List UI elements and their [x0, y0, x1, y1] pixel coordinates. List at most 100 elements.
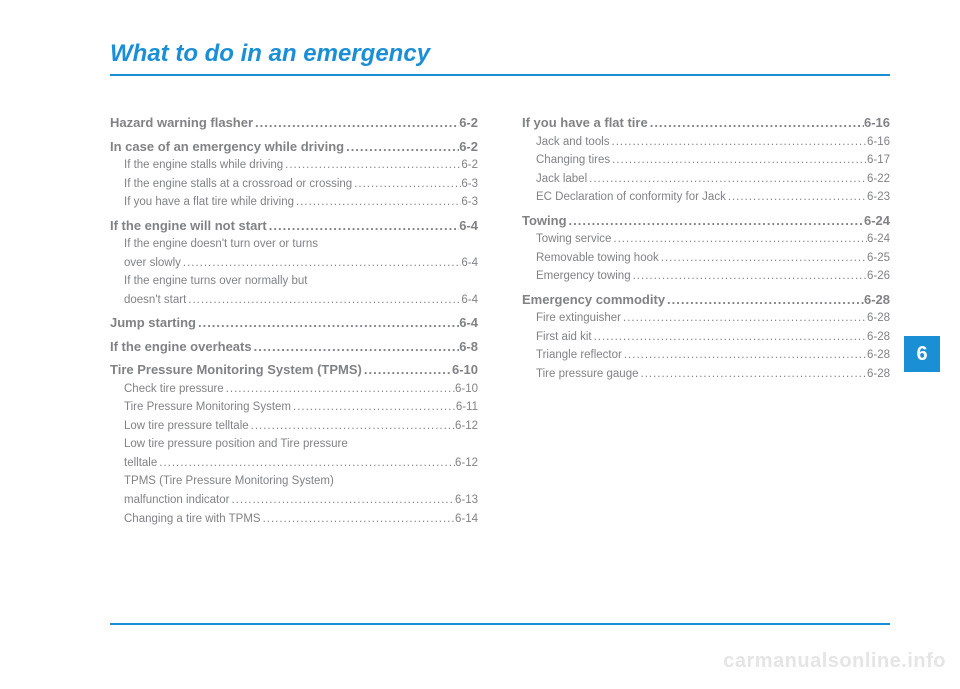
toc-leader: ........................................… — [344, 138, 459, 156]
toc-entry-sub: Changing tires .........................… — [522, 153, 890, 169]
toc-leader: ........................................… — [362, 361, 452, 379]
toc-leader: ........................................… — [249, 419, 455, 435]
toc-label: Triangle reflector — [536, 348, 622, 364]
toc-label: Emergency towing — [536, 269, 631, 285]
toc-entry-sub: Triangle reflector .....................… — [522, 348, 890, 364]
chapter-tab: 6 — [904, 336, 940, 372]
toc-entry-sub: Jack label..............................… — [522, 172, 890, 188]
toc-page: 6-22 — [867, 172, 890, 188]
toc-entry-main: If the engine will not start ...........… — [110, 217, 478, 235]
toc-page: 6-3 — [461, 195, 478, 211]
toc-entry-sub: If the engine stalls while driving .....… — [110, 158, 478, 174]
toc-entry-sub: Emergency towing .......................… — [522, 269, 890, 285]
toc-page: 6-24 — [864, 212, 890, 230]
toc-leader: ........................................… — [294, 195, 461, 211]
toc-entry-main: If you have a flat tire.................… — [522, 114, 890, 132]
toc-leader: ........................................… — [726, 190, 867, 206]
toc-leader: ........................................… — [224, 382, 455, 398]
toc-label: Tire pressure gauge — [536, 367, 639, 383]
toc-leader: ........................................… — [229, 493, 454, 509]
toc-page: 6-2 — [461, 158, 478, 174]
toc-leader: ........................................… — [253, 114, 459, 132]
toc-page: 6-3 — [461, 177, 478, 193]
toc-label: telltale — [124, 456, 157, 472]
toc-page: 6-28 — [867, 348, 890, 364]
toc-column-left: Hazard warning flasher .................… — [110, 108, 478, 527]
toc-page: 6-28 — [864, 291, 890, 309]
toc-entry-sub: Towing service .........................… — [522, 232, 890, 248]
toc-label: If the engine will not start — [110, 217, 267, 235]
toc-leader: ........................................… — [611, 232, 867, 248]
toc-leader: ........................................… — [157, 456, 455, 472]
toc-label: doesn't start — [124, 293, 186, 309]
toc-leader: ........................................… — [631, 269, 867, 285]
toc-page: 6-10 — [455, 382, 478, 398]
toc-entry-sub: Tire pressure gauge ....................… — [522, 367, 890, 383]
toc-page: 6-2 — [459, 114, 478, 132]
toc-page: 6-24 — [867, 232, 890, 248]
toc-page: 6-8 — [459, 338, 478, 356]
toc-leader: ........................................… — [283, 158, 461, 174]
toc-entry-main: In case of an emergency while driving ..… — [110, 138, 478, 156]
toc-entry-sub: Check tire pressure ....................… — [110, 382, 478, 398]
toc-label: Tire Pressure Monitoring System (TPMS) — [110, 361, 362, 379]
toc-page: 6-11 — [456, 400, 478, 416]
toc-label: Jump starting — [110, 314, 196, 332]
toc-label: over slowly — [124, 256, 181, 272]
toc-leader: ........................................… — [291, 400, 456, 416]
toc-column-right: If you have a flat tire.................… — [522, 108, 890, 527]
toc-label: Changing a tire with TPMS — [124, 512, 261, 528]
toc-page: 6-16 — [867, 135, 890, 151]
toc-leader: ........................................… — [186, 293, 461, 309]
chapter-number: 6 — [916, 343, 927, 366]
toc-label: Check tire pressure — [124, 382, 224, 398]
toc-label: Jack label — [536, 172, 587, 188]
toc-leader: ........................................… — [267, 217, 459, 235]
toc-entry-sub: Removable towing hook ..................… — [522, 251, 890, 267]
toc-label: Tire Pressure Monitoring System — [124, 400, 291, 416]
toc-entry-sub: EC Declaration of conformity for Jack...… — [522, 190, 890, 206]
toc-page: 6-12 — [455, 419, 478, 435]
title-block: What to do in an emergency — [110, 40, 890, 76]
toc-page: 6-14 — [455, 512, 478, 528]
toc-leader: ........................................… — [196, 314, 459, 332]
toc-page: 6-4 — [459, 217, 478, 235]
toc-entry-sub: Low tire pressure telltale .............… — [110, 419, 478, 435]
toc-entry-sub: Jack and tools .........................… — [522, 135, 890, 151]
toc-entry-sub: TPMS (Tire Pressure Monitoring System) — [110, 474, 478, 490]
toc-label: Low tire pressure telltale — [124, 419, 249, 435]
toc-page: 6-10 — [452, 361, 478, 379]
toc-label: In case of an emergency while driving — [110, 138, 344, 156]
toc-page: 6-4 — [459, 314, 478, 332]
toc-leader: ........................................… — [181, 256, 461, 272]
toc-label: If the engine overheats — [110, 338, 252, 356]
toc-label: Changing tires — [536, 153, 610, 169]
toc-entry-sub: If the engine turns over normally but — [110, 274, 478, 290]
toc-entry-sub-cont: doesn't start ..........................… — [110, 293, 478, 309]
toc-label: Emergency commodity — [522, 291, 665, 309]
toc-page: 6-16 — [864, 114, 890, 132]
toc-entry-sub: If the engine doesn't turn over or turns — [110, 237, 478, 253]
toc-page: 6-26 — [867, 269, 890, 285]
toc-entry-main: Emergency commodity ....................… — [522, 291, 890, 309]
toc-page: 6-13 — [455, 493, 478, 509]
toc-entry-sub-cont: telltale ...............................… — [110, 456, 478, 472]
toc-label: If you have a flat tire while driving — [124, 195, 294, 211]
page: What to do in an emergency Hazard warnin… — [0, 0, 960, 689]
toc-leader: ........................................… — [665, 291, 864, 309]
toc-label: Removable towing hook — [536, 251, 659, 267]
toc-leader: ........................................… — [648, 114, 864, 132]
toc-page: 6-25 — [867, 251, 890, 267]
toc-entry-sub: Tire Pressure Monitoring System ........… — [110, 400, 478, 416]
page-title: What to do in an emergency — [110, 40, 430, 67]
toc-leader: ........................................… — [352, 177, 461, 193]
toc-page: 6-23 — [867, 190, 890, 206]
toc-page: 6-4 — [461, 293, 478, 309]
toc-page: 6-28 — [867, 311, 890, 327]
toc-entry-sub: First aid kit ..........................… — [522, 330, 890, 346]
toc-page: 6-2 — [459, 138, 478, 156]
toc-label: First aid kit — [536, 330, 592, 346]
toc-leader: ........................................… — [567, 212, 864, 230]
toc-entry-main: Tire Pressure Monitoring System (TPMS)..… — [110, 361, 478, 379]
toc-leader: ........................................… — [592, 330, 867, 346]
